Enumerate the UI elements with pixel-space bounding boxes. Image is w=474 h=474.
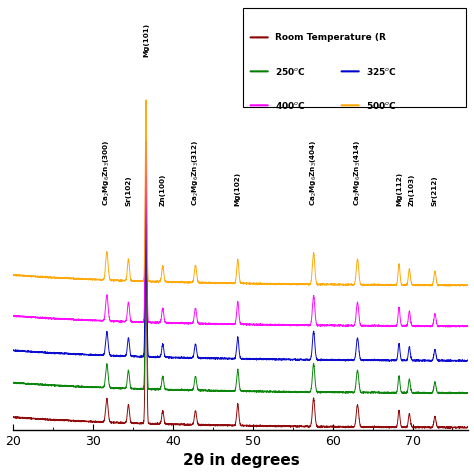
Text: 250$^o$C: 250$^o$C [275,66,306,77]
Text: Ca$_2$Mg$_6$Zn$_3$(312): Ca$_2$Mg$_6$Zn$_3$(312) [191,139,201,206]
Text: Mg(102): Mg(102) [235,172,241,206]
Text: Ca$_2$Mg$_6$Zn$_3$(404): Ca$_2$Mg$_6$Zn$_3$(404) [309,139,319,206]
Text: Sr(102): Sr(102) [126,175,131,206]
Text: Ca$_2$Mg$_6$Zn$_3$(300): Ca$_2$Mg$_6$Zn$_3$(300) [102,139,112,206]
Text: Room Temperature (R: Room Temperature (R [275,33,386,42]
Text: Zn(103): Zn(103) [409,173,415,206]
Text: 400$^o$C: 400$^o$C [275,100,306,111]
Text: Sr(212): Sr(212) [432,175,438,206]
Text: Mg(112): Mg(112) [396,172,402,206]
Text: 325$^o$C: 325$^o$C [366,66,397,77]
Text: Ca$_2$Mg$_6$Zn$_3$(414): Ca$_2$Mg$_6$Zn$_3$(414) [352,139,363,206]
Text: 500$^o$C: 500$^o$C [366,100,397,111]
X-axis label: 2θ in degrees: 2θ in degrees [182,454,300,468]
Text: Zn(100): Zn(100) [160,173,166,206]
FancyBboxPatch shape [243,8,466,108]
Text: Mg(101): Mg(101) [143,23,149,57]
